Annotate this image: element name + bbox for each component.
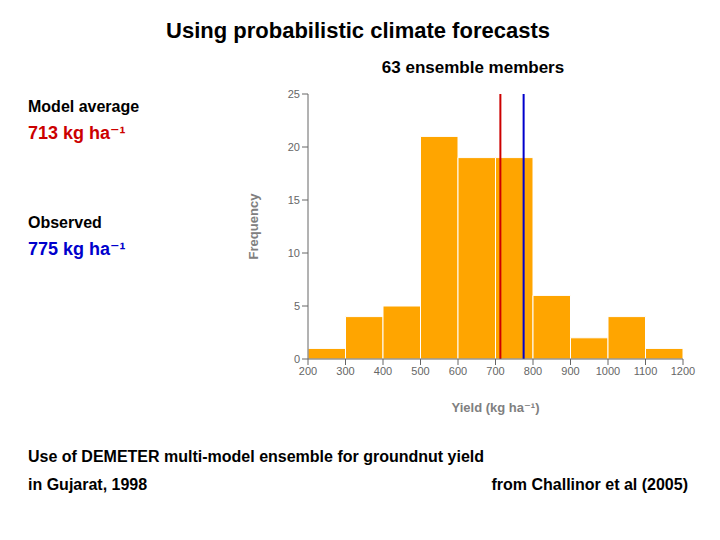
html-text:Model average: Model average	[28, 98, 140, 115]
svg-text:15: 15	[288, 194, 300, 206]
svg-text:0: 0	[294, 353, 300, 365]
html-text:from Challinor et al (2005): from Challinor et al (2005)	[491, 476, 688, 493]
html-text:Use of DEMETER multi-model ens: Use of DEMETER multi-model ensemble for …	[28, 448, 484, 465]
svg-text:600: 600	[449, 365, 467, 377]
html-text:in Gujarat, 1998: in Gujarat, 1998	[28, 476, 148, 493]
html-text:63 ensemble members: 63 ensemble members	[381, 58, 565, 77]
svg-text:1200: 1200	[671, 365, 695, 377]
svg-text:20: 20	[288, 141, 300, 153]
svg-text:1100: 1100	[634, 365, 658, 377]
html-text:Using probabilistic climate fo: Using probabilistic climate forecasts	[166, 18, 550, 43]
svg-text:5: 5	[294, 300, 300, 312]
svg-text:400: 400	[374, 365, 392, 377]
svg-text:800: 800	[524, 365, 542, 377]
svg-text:1000: 1000	[596, 365, 620, 377]
html-text:775 kg ha⁻¹: 775 kg ha⁻¹	[28, 239, 126, 259]
svg-text:300: 300	[336, 365, 354, 377]
html-text:713 kg ha⁻¹: 713 kg ha⁻¹	[28, 123, 126, 143]
svg-text:700: 700	[486, 365, 504, 377]
svg-text:200: 200	[299, 365, 317, 377]
svg-text:Yield (kg ha⁻¹): Yield (kg ha⁻¹)	[452, 400, 540, 415]
svg-text:25: 25	[288, 88, 300, 100]
svg-text:10: 10	[288, 247, 300, 259]
svg-text:500: 500	[411, 365, 429, 377]
html-text:Observed: Observed	[28, 214, 102, 231]
svg-text:Frequency: Frequency	[246, 193, 261, 260]
svg-text:900: 900	[561, 365, 579, 377]
